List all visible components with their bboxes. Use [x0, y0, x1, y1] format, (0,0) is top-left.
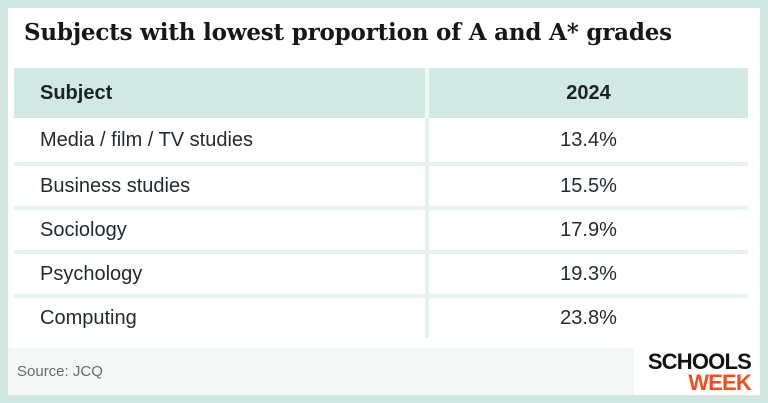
subject-cell: Sociology: [14, 210, 425, 250]
table-row: Media / film / TV studies 13.4%: [14, 118, 748, 162]
table-row: Business studies 15.5%: [14, 162, 748, 206]
subject-cell: Business studies: [14, 166, 425, 206]
grades-table: Subject 2024 Media / film / TV studies 1…: [14, 68, 748, 338]
column-header-2024: 2024: [429, 68, 748, 118]
subject-cell: Computing: [14, 298, 425, 338]
value-cell: 13.4%: [429, 118, 748, 162]
table-row: Sociology 17.9%: [14, 206, 748, 250]
column-header-subject: Subject: [14, 68, 425, 118]
column-divider: [425, 118, 429, 162]
table-row: Psychology 19.3%: [14, 250, 748, 294]
value-cell: 17.9%: [429, 210, 748, 250]
table-row: Computing 23.8%: [14, 294, 748, 338]
page-title: Subjects with lowest proportion of A and…: [24, 19, 672, 46]
logo-schools-text: SCHOOLS: [647, 348, 752, 374]
column-divider: [425, 166, 429, 206]
column-divider: [425, 298, 429, 338]
subject-cell: Psychology: [14, 254, 425, 294]
schools-week-logo: SCHOOLS WEEK: [633, 348, 760, 395]
value-cell: 15.5%: [429, 166, 748, 206]
table-header-row: Subject 2024: [14, 68, 748, 118]
value-cell: 23.8%: [429, 298, 748, 338]
subject-cell: Media / film / TV studies: [14, 118, 425, 162]
column-divider: [425, 210, 429, 250]
footer-bar: Source: JCQ SCHOOLS WEEK: [8, 348, 760, 395]
logo-week-text: WEEK: [688, 369, 752, 395]
column-divider: [425, 254, 429, 294]
value-cell: 19.3%: [429, 254, 748, 294]
source-label: Source: JCQ: [17, 363, 103, 380]
column-divider: [425, 68, 429, 118]
